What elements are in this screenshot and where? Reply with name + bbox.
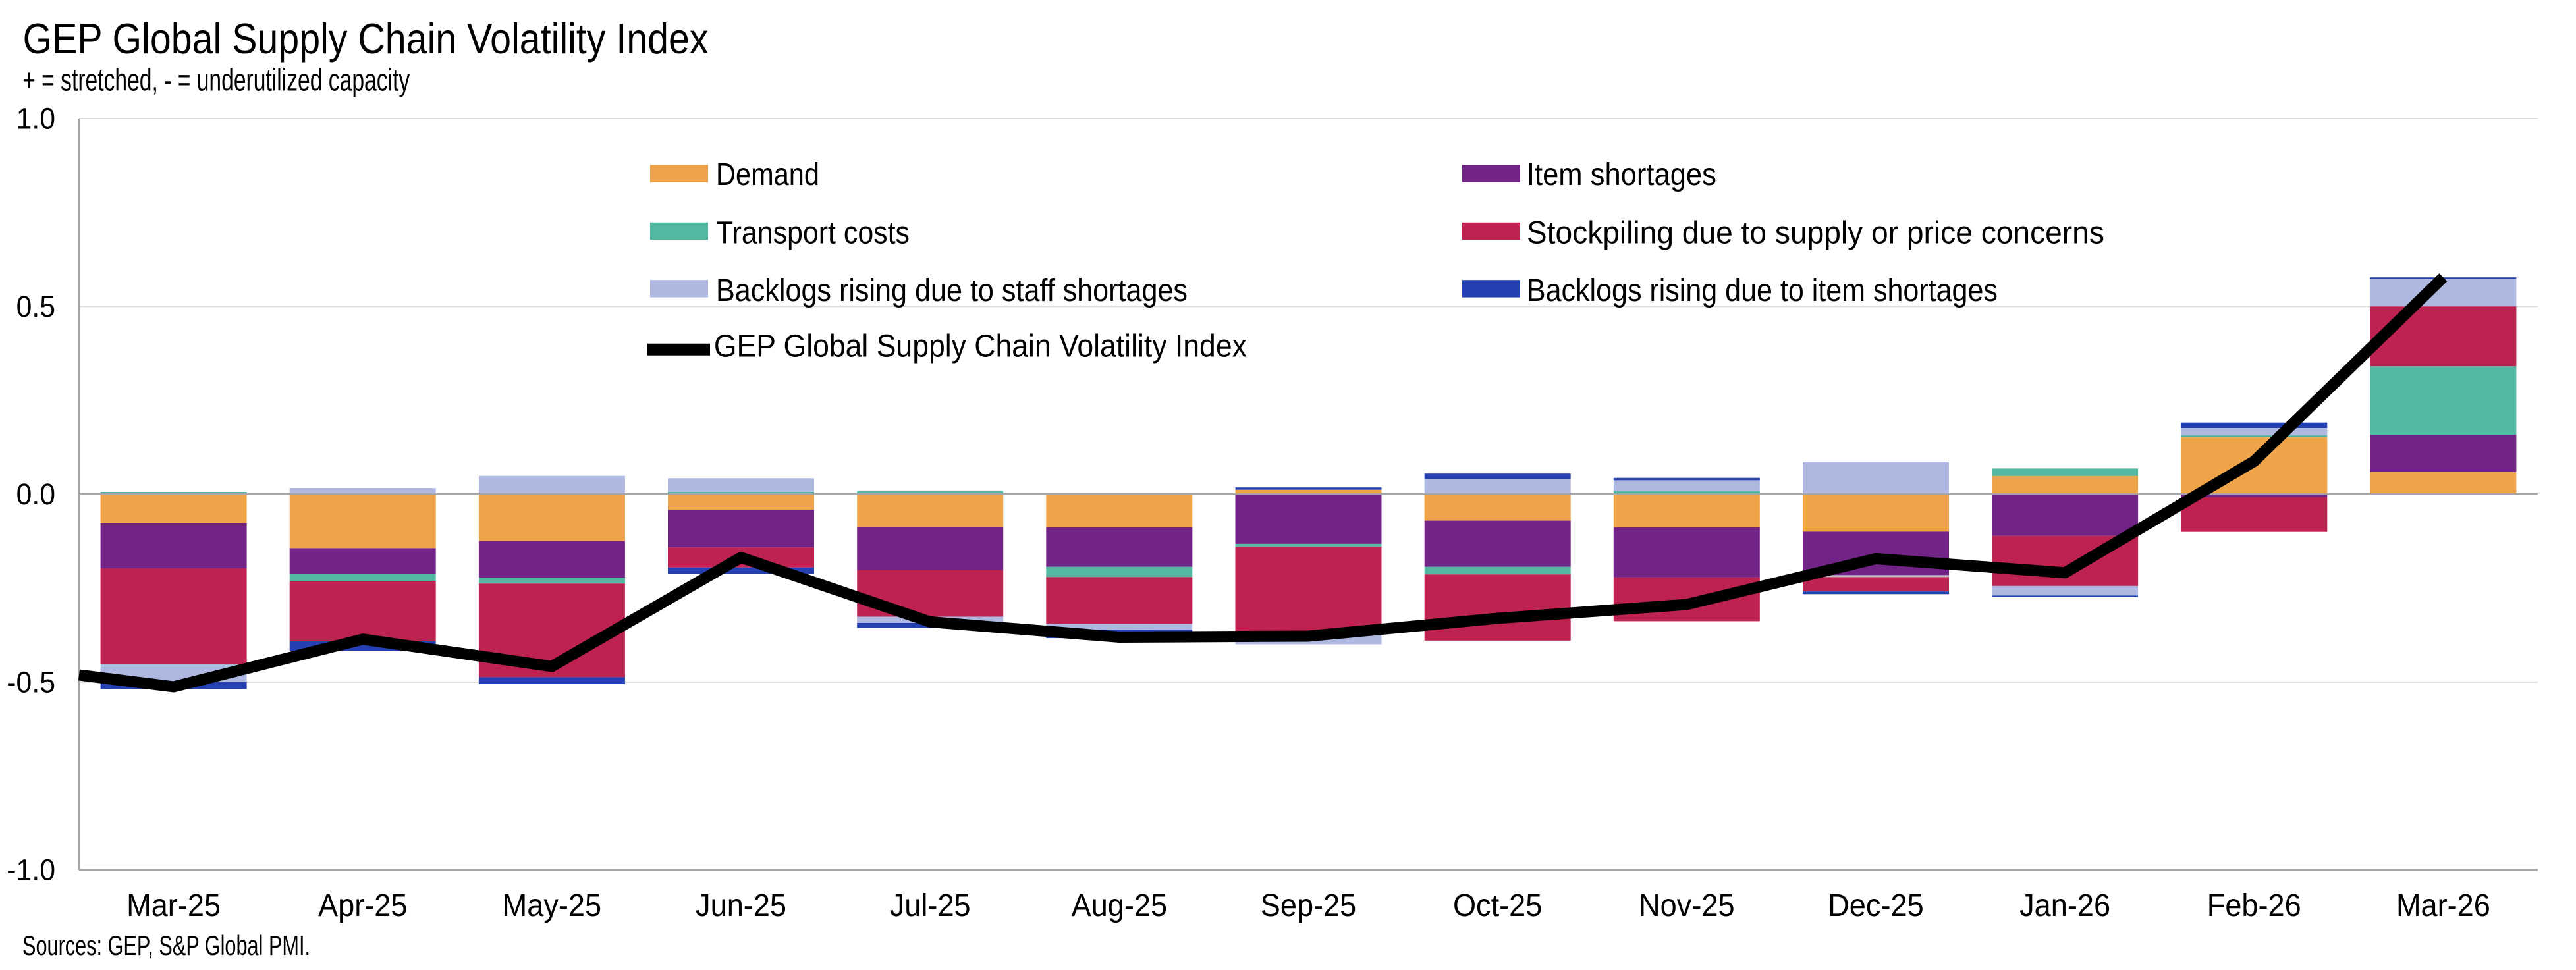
svg-text:GEP Global Supply Chain Volati: GEP Global Supply Chain Volatility Index: [23, 15, 709, 63]
svg-text:GEP Global Supply Chain Volati: GEP Global Supply Chain Volatility Index: [714, 329, 1247, 364]
svg-text:Backlogs rising due to staff s: Backlogs rising due to staff shortages: [716, 273, 1188, 308]
svg-text:0.5: 0.5: [16, 290, 55, 323]
svg-text:Sep-25: Sep-25: [1261, 888, 1357, 923]
svg-text:Sources: GEP, S&P Global PMI.: Sources: GEP, S&P Global PMI.: [22, 930, 310, 961]
svg-text:Nov-25: Nov-25: [1639, 888, 1735, 923]
svg-text:Mar-26: Mar-26: [2396, 888, 2490, 923]
svg-text:-1.0: -1.0: [7, 853, 55, 887]
svg-text:Backlogs rising due to item sh: Backlogs rising due to item shortages: [1527, 273, 1998, 308]
svg-text:Mar-25: Mar-25: [126, 888, 221, 923]
svg-text:Apr-25: Apr-25: [318, 888, 407, 923]
svg-text:+ = stretched, - = underutiliz: + = stretched, - = underutilized capacit…: [22, 63, 410, 98]
svg-text:Jul-25: Jul-25: [890, 888, 971, 923]
svg-text:Jan-26: Jan-26: [2019, 888, 2110, 923]
svg-text:Transport costs: Transport costs: [716, 216, 910, 251]
svg-text:Dec-25: Dec-25: [1828, 888, 1924, 923]
svg-text:1.0: 1.0: [16, 102, 55, 136]
svg-text:Demand: Demand: [716, 157, 819, 192]
svg-text:Aug-25: Aug-25: [1072, 888, 1168, 923]
svg-text:Jun-25: Jun-25: [696, 888, 786, 923]
svg-text:Oct-25: Oct-25: [1453, 888, 1542, 923]
svg-text:0.0: 0.0: [16, 477, 55, 511]
svg-text:Feb-26: Feb-26: [2207, 888, 2301, 923]
svg-text:Stockpiling due to supply or p: Stockpiling due to supply or price conce…: [1527, 216, 2104, 251]
svg-text:May-25: May-25: [503, 888, 602, 923]
svg-text:Item shortages: Item shortages: [1527, 157, 1716, 192]
svg-text:-0.5: -0.5: [7, 665, 55, 699]
